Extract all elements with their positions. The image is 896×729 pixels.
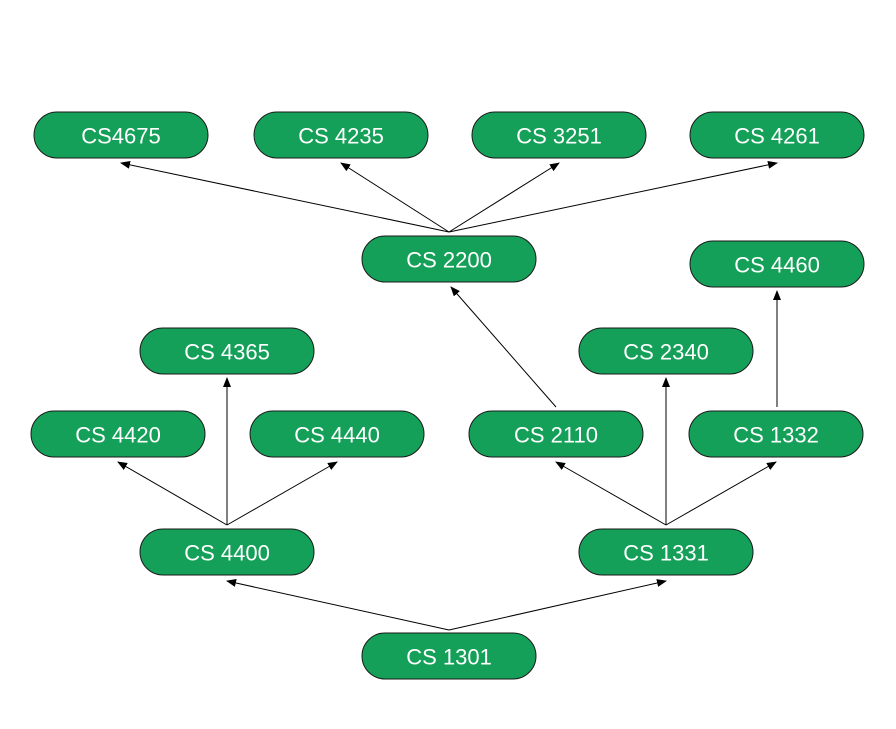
node-label: CS 4235 [298,124,384,149]
node-label: CS 4400 [184,541,270,566]
node-label: CS4675 [81,124,161,149]
node-cs4365: CS 4365 [139,327,315,375]
node-label: CS 1332 [733,423,819,448]
node-label: CS 4460 [734,253,820,278]
node-box [689,111,865,159]
edge-cs2200-to-cs4261 [448,160,778,233]
node-box [361,632,537,680]
node-label: CS 2110 [514,423,598,448]
edge-cs2110-to-cs2200 [450,286,557,408]
node-box [139,327,315,375]
node-cs4235: CS 4235 [253,111,429,159]
node-cs3251: CS 3251 [471,111,647,159]
node-label: CS 3251 [516,124,602,149]
node-label: CS 4365 [184,340,270,365]
nodes-layer: CS4675 CS 4235 CS 3251 CS 4261 CS 2200 CS 446… [30,111,865,680]
node-box [688,410,864,458]
node-cs1331: CS 1331 [578,528,754,576]
node-label: CS 4261 [734,124,820,149]
edge-cs2200-to-cs4675 [120,160,450,233]
node-box [249,410,425,458]
node-box [471,111,647,159]
node-label: CS 2200 [406,248,492,273]
edge-cs4400-to-cs4420 [117,461,228,526]
edge-cs1331-to-cs1332 [665,461,777,526]
node-box [361,235,537,283]
edge-cs2200-to-cs3251 [448,162,560,233]
node-box [30,410,206,458]
node-cs2200: CS 2200 [361,235,537,283]
node-cs4261: CS 4261 [689,111,865,159]
node-cs1332: CS 1332 [688,410,864,458]
node-label: CS 4440 [294,423,380,448]
edge-cs1331-to-cs2110 [555,461,667,526]
node-cs2340: CS 2340 [578,327,754,375]
node-label: CS 4420 [75,423,161,448]
node-box [689,240,865,288]
node-label: CS 1331 [623,541,709,566]
node-cs4420: CS 4420 [30,410,206,458]
node-box [253,111,429,159]
edges-layer [117,160,781,631]
edge-cs4400-to-cs4440 [226,461,338,526]
edge-cs1301-to-cs4400 [226,579,450,631]
node-cs4675: CS4675 [33,111,209,159]
edge-cs2200-to-cs4235 [340,162,450,233]
node-label: CS 2340 [623,340,709,365]
node-cs1301: CS 1301 [361,632,537,680]
node-cs2110: CS 2110 [468,410,644,458]
node-cs4460: CS 4460 [689,240,865,288]
node-box [578,528,754,576]
node-box [578,327,754,375]
edge-cs1301-to-cs1331 [448,579,667,631]
node-cs4440: CS 4440 [249,410,425,458]
node-box [468,410,644,458]
node-box [139,528,315,576]
node-label: CS 1301 [406,645,492,670]
node-box [33,111,209,159]
node-cs4400: CS 4400 [139,528,315,576]
